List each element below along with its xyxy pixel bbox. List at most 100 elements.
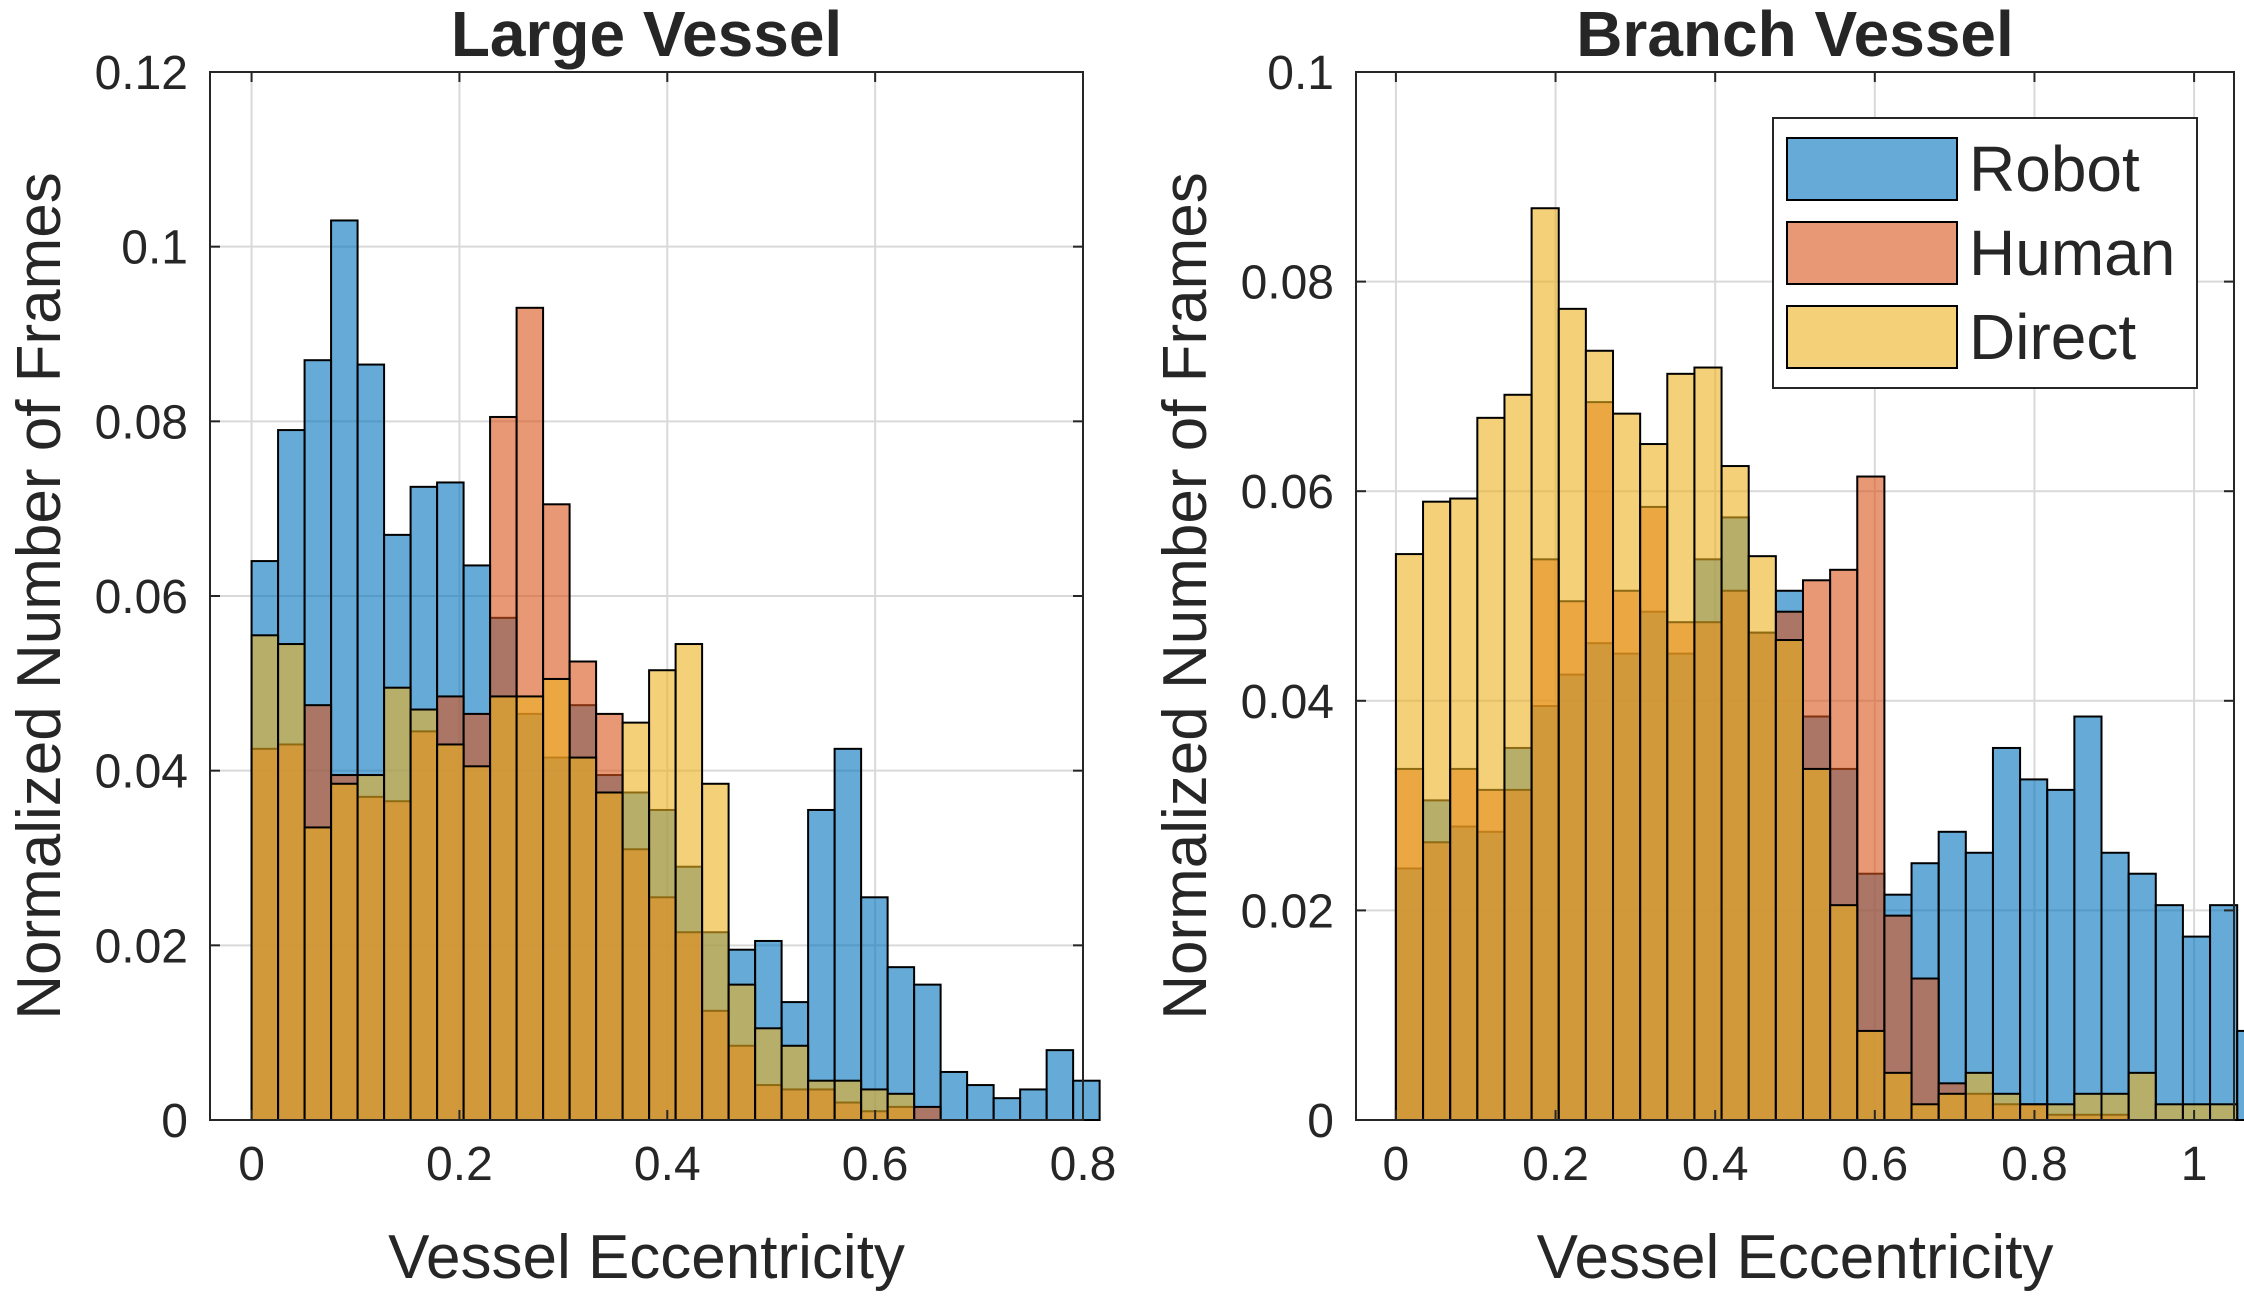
bar-direct	[330, 782, 359, 1121]
bar-direct	[1910, 1103, 1940, 1122]
bar-human	[913, 1105, 942, 1122]
x-tick-label: 0.4	[1682, 1138, 1749, 1191]
bar-robot	[807, 808, 836, 1121]
x-tick-label: 0.8	[2001, 1138, 2068, 1191]
bars	[1394, 207, 2244, 1122]
bar-direct	[1991, 1092, 2022, 1122]
bar-direct	[1693, 366, 1723, 1121]
bar-direct	[436, 743, 465, 1121]
x-tick-label: 0.2	[1522, 1138, 1589, 1191]
bar-robot	[913, 983, 942, 1122]
bar-direct	[833, 1079, 863, 1121]
legend-swatch-human	[1786, 221, 1958, 285]
y-tick-label: 0.02	[95, 920, 188, 973]
bar-robot	[2181, 935, 2212, 1121]
y-tick-label: 0.12	[95, 47, 188, 100]
ticks: 0 0.2 0.4 0.6 0.8 1 0 0.02 0.04 0.06 0.08 0.1	[1241, 47, 2234, 1191]
legend-swatch-direct	[1786, 305, 1958, 369]
bar-robot	[2046, 788, 2076, 1121]
bar-direct	[1503, 393, 1533, 1121]
bars	[250, 219, 1101, 1122]
bar-direct	[2181, 1103, 2212, 1122]
bar-direct	[1883, 1071, 1913, 1121]
bar-direct	[674, 643, 704, 1121]
bar-direct	[1720, 465, 1750, 1122]
bar-robot	[860, 896, 889, 1121]
chart-large-vessel: 0 0.2 0.4 0.6 0.8 0 0.02 0.04 0.06 0.08 0.1 0.12 Lar…	[5, 0, 1116, 1292]
bar-direct	[277, 643, 306, 1121]
bar-direct	[1829, 904, 1859, 1121]
bar-direct	[568, 756, 598, 1121]
bar-direct	[648, 669, 677, 1121]
bar-robot	[2236, 1029, 2244, 1122]
bar-human	[1910, 977, 1940, 1122]
bar-direct	[727, 983, 757, 1122]
bar-direct	[1747, 555, 1777, 1121]
x-tick-label: 0	[238, 1138, 265, 1191]
bar-direct	[2154, 1103, 2184, 1122]
x-axis-label: Vessel Eccentricity	[1537, 1223, 2054, 1292]
bar-direct	[1449, 497, 1479, 1121]
bar-direct	[621, 721, 651, 1122]
axes-box	[1355, 71, 2235, 1121]
bar-direct	[356, 774, 386, 1121]
bar-direct	[1639, 443, 1669, 1122]
legend: Robot Human Direct	[1772, 117, 2198, 389]
bar-robot	[2019, 778, 2049, 1122]
bar-robot	[939, 1070, 969, 1122]
y-tick-label: 0.08	[95, 396, 188, 449]
bar-direct	[1856, 1029, 1886, 1122]
bar-direct	[1937, 1092, 1967, 1122]
bar-robot	[1991, 746, 2022, 1122]
y-tick-label: 0.1	[121, 222, 188, 275]
bar-direct	[701, 782, 730, 1121]
y-tick-label: 0	[1307, 1095, 1334, 1148]
bar-human	[1856, 475, 1886, 1121]
bar-robot	[1019, 1088, 1048, 1122]
bar-direct	[886, 1092, 916, 1122]
bar-direct	[2073, 1092, 2103, 1122]
chart-title: Branch Vessel	[1576, 0, 2014, 70]
series-direct	[1394, 207, 2239, 1122]
bar-direct	[1476, 416, 1506, 1121]
bar-direct	[1666, 372, 1696, 1122]
x-tick-label: 0.4	[634, 1138, 701, 1191]
x-tick-label: 0.8	[1050, 1138, 1117, 1191]
bar-direct	[780, 1044, 810, 1122]
legend-label-direct: Direct	[1969, 301, 2136, 373]
legend-label-robot: Robot	[1969, 133, 2140, 205]
y-tick-label: 0.06	[95, 571, 188, 624]
bar-direct	[383, 686, 412, 1121]
bar-direct	[542, 677, 571, 1121]
bar-direct	[1584, 349, 1615, 1121]
bar-direct	[303, 826, 333, 1122]
bar-direct	[1394, 553, 1425, 1121]
bar-direct	[2100, 1092, 2130, 1122]
bar-direct	[489, 695, 518, 1122]
y-tick-label: 0.02	[1241, 885, 1334, 938]
bar-direct	[1557, 307, 1587, 1121]
y-tick-label: 0.04	[1241, 676, 1334, 729]
series-direct	[250, 634, 916, 1122]
x-axis-label: Vessel Eccentricity	[388, 1223, 905, 1292]
bar-direct	[2046, 1103, 2076, 1122]
x-tick-label: 0.2	[426, 1138, 493, 1191]
bar-robot	[1045, 1049, 1075, 1121]
bar-direct	[754, 1027, 783, 1122]
bar-robot	[833, 747, 863, 1121]
bar-robot	[992, 1097, 1022, 1121]
y-tick-label: 0.06	[1241, 466, 1334, 519]
y-tick-label: 0	[161, 1095, 188, 1148]
legend-swatch-robot	[1786, 137, 1958, 201]
chart-title: Large Vessel	[451, 0, 842, 70]
bar-direct	[515, 695, 545, 1122]
bar-direct	[1530, 207, 1560, 1122]
chart-branch-vessel: 0 0.2 0.4 0.6 0.8 1 0 0.02 0.04 0.06 0.08 0.1 Branch…	[1151, 0, 2244, 1292]
bar-direct	[462, 765, 492, 1121]
y-tick-label: 0.08	[1241, 257, 1334, 310]
bar-direct	[409, 708, 439, 1121]
y-tick-label: 0.04	[95, 746, 188, 799]
y-tick-label: 0.1	[1267, 47, 1334, 100]
x-tick-label: 0.6	[1841, 1138, 1908, 1191]
